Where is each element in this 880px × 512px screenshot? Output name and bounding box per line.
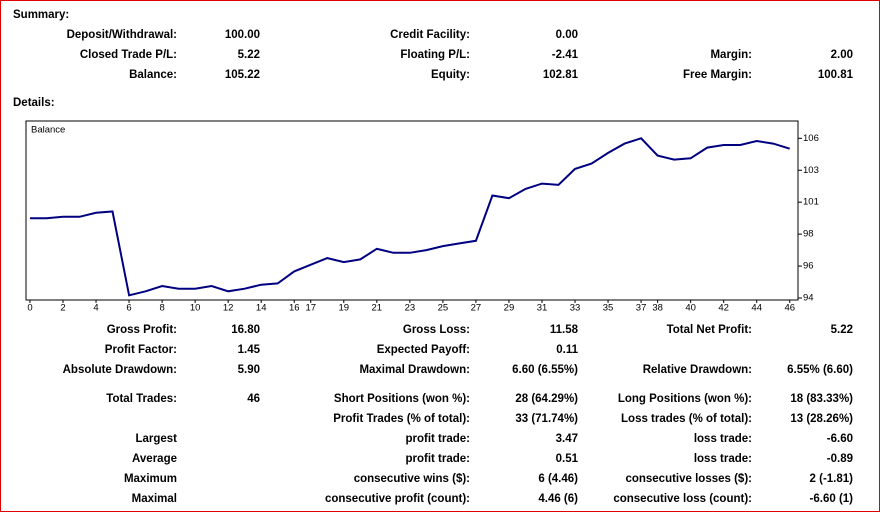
field-label: Total Net Profit: [667,324,752,336]
field-label: Maximal [132,493,177,505]
field-value: 16.80 [231,324,260,336]
field-label: Balance: [129,69,177,81]
field-label: profit trade: [405,433,470,445]
x-tick-label: 29 [504,303,515,314]
field-value: 100.00 [225,29,260,41]
y-tick-label: 96 [803,261,814,272]
field-label: Short Positions (won %): [334,393,470,405]
field-value: 100.81 [818,69,854,81]
x-tick-label: 16 [289,303,300,314]
field-value: 11.58 [550,324,579,336]
field-value: -6.60 [827,433,853,445]
field-label: consecutive loss (count): [613,493,752,505]
field-value: -6.60 (1) [810,493,854,505]
x-tick-label: 23 [405,303,416,314]
field-label: Gross Profit: [107,324,177,336]
x-tick-label: 37 [636,303,647,314]
field-label: Expected Payoff: [377,344,470,356]
field-value: 6.60 (6.55%) [512,364,578,376]
field-label: Credit Facility: [390,29,470,41]
field-label: Largest [135,433,177,445]
field-value: 2.00 [831,49,853,61]
x-tick-label: 8 [159,303,164,314]
field-value: -0.89 [827,453,853,465]
x-tick-label: 10 [190,303,201,314]
field-label: Absolute Drawdown: [63,364,177,376]
field-label: Long Positions (won %): [618,393,752,405]
summary-title: Summary: [13,9,69,21]
details-title: Details: [13,97,55,109]
field-value: 1.45 [238,344,261,356]
field-label: consecutive wins ($): [354,473,470,485]
chart-title: Balance [31,125,65,136]
field-label: Deposit/Withdrawal: [67,29,177,41]
field-label: loss trade: [694,453,752,465]
field-value: 13 (28.26%) [790,413,853,425]
x-tick-label: 46 [784,303,795,314]
field-value: 4.46 (6) [538,493,578,505]
field-label: Maximum [124,473,177,485]
field-value: 5.90 [238,364,260,376]
field-label: Gross Loss: [403,324,470,336]
field-label: Closed Trade P/L: [80,49,177,61]
x-tick-label: 33 [570,303,581,314]
x-tick-label: 38 [652,303,663,314]
x-tick-label: 19 [338,303,349,314]
field-value: 18 (83.33%) [790,393,853,405]
field-label: consecutive profit (count): [325,493,470,505]
field-label: Relative Drawdown: [643,364,752,376]
field-value: 0.00 [556,29,578,41]
x-tick-label: 21 [372,303,383,314]
field-value: 6 (4.46) [538,473,578,485]
x-tick-label: 4 [93,303,98,314]
field-label: Profit Trades (% of total): [333,413,470,425]
field-value: -2.41 [552,49,579,61]
field-value: 28 (64.29%) [515,393,578,405]
field-value: 3.47 [556,433,578,445]
y-tick-label: 98 [803,229,814,240]
x-tick-label: 0 [27,303,32,314]
field-value: 102.81 [543,69,579,81]
x-tick-label: 31 [537,303,548,314]
field-label: Equity: [431,69,470,81]
x-tick-label: 17 [305,303,316,314]
x-tick-label: 25 [438,303,449,314]
x-tick-label: 35 [603,303,614,314]
x-tick-label: 2 [60,303,65,314]
field-value: 46 [247,393,260,405]
field-label: consecutive losses ($): [625,473,752,485]
x-tick-label: 6 [126,303,131,314]
field-label: Average [132,453,177,465]
x-tick-label: 44 [751,303,762,314]
field-label: Maximal Drawdown: [359,364,470,376]
x-tick-label: 12 [223,303,234,314]
field-value: 33 (71.74%) [515,413,578,425]
x-tick-label: 27 [471,303,482,314]
field-value: 5.22 [831,324,853,336]
chart-frame [25,120,799,301]
field-value: 105.22 [225,69,260,81]
y-tick-label: 101 [803,197,819,208]
field-label: profit trade: [405,453,470,465]
field-label: Margin: [710,49,752,61]
field-value: 6.55% (6.60) [787,364,853,376]
field-value: 5.22 [238,49,260,61]
field-label: loss trade: [694,433,752,445]
balance-line [30,137,790,297]
field-label: Free Margin: [683,69,752,81]
field-value: 0.11 [556,344,578,356]
field-label: Profit Factor: [105,344,177,356]
field-value: 2 (-1.81) [810,473,854,485]
x-tick-label: 42 [718,303,729,314]
field-label: Floating P/L: [400,49,470,61]
field-value: 0.51 [556,453,579,465]
x-tick-label: 14 [256,303,267,314]
field-label: Total Trades: [106,393,177,405]
x-tick-label: 40 [685,303,696,314]
y-tick-label: 106 [803,133,819,144]
y-tick-label: 103 [803,165,819,176]
field-label: Loss trades (% of total): [621,413,752,425]
y-tick-label: 94 [803,293,814,304]
